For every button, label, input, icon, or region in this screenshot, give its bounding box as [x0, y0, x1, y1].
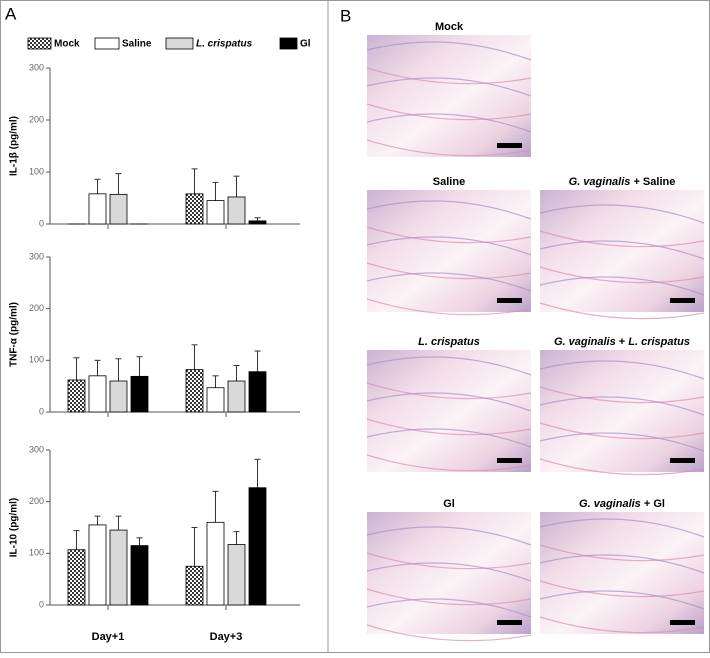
bar	[110, 194, 127, 224]
histology-image	[367, 512, 531, 641]
y-tick-label: 300	[29, 251, 44, 261]
caption-part: G. vaginalis	[569, 176, 631, 188]
image-background	[367, 350, 531, 472]
y-axis-label: TNF-α (pg/ml)	[9, 302, 20, 367]
bar	[186, 566, 203, 605]
bar	[110, 381, 127, 412]
legend-swatch	[95, 38, 119, 49]
bar	[186, 370, 203, 412]
bar	[89, 376, 106, 412]
scale-bar	[497, 298, 522, 303]
y-tick-label: 100	[29, 355, 44, 365]
histology-image	[367, 190, 531, 315]
y-tick-label: 200	[29, 303, 44, 313]
bar	[131, 376, 148, 412]
y-axis-label: IL-1β (pg/ml)	[9, 116, 20, 176]
legend-label: Mock	[54, 39, 80, 50]
histology-image	[367, 35, 531, 157]
y-tick-label: 100	[29, 166, 44, 176]
bar	[249, 221, 266, 224]
histology-image	[540, 512, 704, 634]
image-caption: Gl	[443, 498, 455, 510]
y-tick-label: 0	[39, 599, 44, 609]
y-tick-label: 100	[29, 548, 44, 558]
image-background	[367, 35, 531, 157]
image-caption: L. crispatus	[418, 336, 480, 348]
image-caption: Saline	[433, 176, 465, 188]
histology-image	[540, 350, 704, 475]
panel-label: B	[340, 6, 351, 25]
legend-label: Saline	[122, 39, 152, 50]
caption-part: + Saline	[630, 176, 675, 188]
bar	[228, 197, 245, 224]
bar	[89, 525, 106, 605]
bar	[110, 530, 127, 605]
bar	[68, 550, 85, 605]
y-tick-label: 200	[29, 114, 44, 124]
bar	[89, 194, 106, 224]
image-caption: Mock	[435, 21, 464, 33]
bar	[131, 546, 148, 605]
bar	[68, 380, 85, 412]
y-tick-label: 0	[39, 406, 44, 416]
y-axis-label: IL-10 (pg/ml)	[9, 498, 20, 557]
legend-label: Gl	[300, 39, 311, 50]
x-tick-label: Day+3	[210, 631, 243, 643]
bar	[249, 488, 266, 605]
bar	[207, 522, 224, 605]
caption-part: L. crispatus	[418, 336, 480, 348]
image-caption: G. vaginalis + Gl	[579, 498, 665, 510]
caption-part: G. vaginalis	[579, 498, 641, 510]
image-caption: G. vaginalis + L. crispatus	[554, 336, 690, 348]
scale-bar	[670, 298, 695, 303]
legend-swatch	[28, 38, 51, 49]
legend-swatch	[280, 38, 297, 49]
histology-image	[367, 350, 531, 472]
caption-part: G. vaginalis	[554, 336, 616, 348]
y-tick-label: 300	[29, 444, 44, 454]
histology-image	[540, 190, 704, 319]
bar	[186, 194, 203, 224]
legend-label: L. crispatus	[196, 39, 253, 50]
caption-part: Gl	[443, 498, 455, 510]
caption-part: Mock	[435, 21, 464, 33]
scale-bar	[670, 620, 695, 625]
scale-bar	[497, 458, 522, 463]
bar	[207, 388, 224, 412]
caption-part: + Gl	[641, 498, 665, 510]
caption-part: Saline	[433, 176, 465, 188]
legend-swatch	[166, 38, 193, 49]
caption-part: L. crispatus	[628, 336, 690, 348]
y-tick-label: 0	[39, 218, 44, 228]
x-tick-label: Day+1	[92, 631, 125, 643]
image-background	[367, 190, 531, 312]
y-tick-label: 300	[29, 62, 44, 72]
image-caption: G. vaginalis + Saline	[569, 176, 676, 188]
scale-bar	[497, 143, 522, 148]
scale-bar	[497, 620, 522, 625]
bar	[207, 201, 224, 224]
image-background	[540, 350, 704, 472]
bar	[228, 381, 245, 412]
bar	[249, 372, 266, 412]
scale-bar	[670, 458, 695, 463]
bar	[228, 545, 245, 605]
image-background	[540, 512, 704, 634]
caption-part: +	[616, 336, 629, 348]
panel-label: A	[5, 4, 17, 23]
y-tick-label: 200	[29, 496, 44, 506]
